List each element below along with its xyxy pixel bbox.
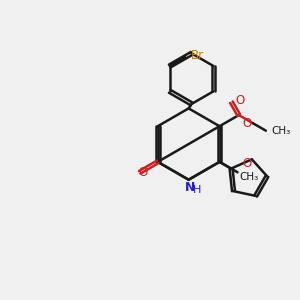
Text: N: N	[185, 181, 195, 194]
Text: O: O	[242, 117, 251, 130]
Text: O: O	[243, 157, 252, 170]
Text: CH₃: CH₃	[272, 126, 291, 136]
Text: Br: Br	[190, 49, 204, 62]
Text: H: H	[193, 185, 201, 195]
Text: O: O	[236, 94, 245, 107]
Text: O: O	[139, 166, 148, 179]
Text: CH₃: CH₃	[239, 172, 258, 182]
